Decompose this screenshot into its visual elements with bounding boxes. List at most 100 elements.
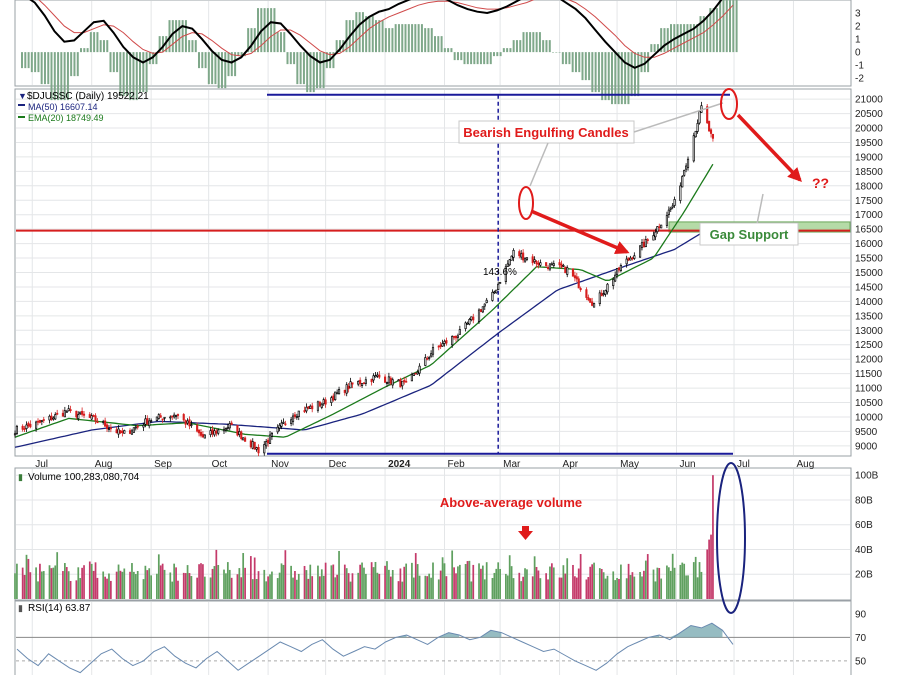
volume-bar: [526, 569, 528, 599]
volume-bar: [575, 577, 578, 599]
annotations: Bearish Engulfing Candles ?? 143.6% Gap …: [440, 88, 829, 614]
macd-hist-bar: [565, 52, 568, 65]
macd-hist-bar: [430, 28, 433, 53]
candle-body: [441, 343, 444, 347]
volume-bar: [226, 562, 229, 599]
volume-bar: [320, 569, 323, 599]
volume-bar: [54, 565, 57, 599]
engulfing-pointer-2: [633, 102, 724, 133]
macd-hist-bar: [388, 28, 391, 53]
volume-bar: [658, 568, 661, 599]
candle-body: [652, 235, 655, 241]
candle-body: [439, 344, 442, 348]
candle-body: [426, 357, 429, 360]
macd-hist-bar: [666, 28, 669, 53]
candle-body: [711, 133, 715, 139]
macd-hist-bar: [365, 16, 368, 53]
macd-hist-bar: [375, 20, 377, 53]
macd-hist-bar: [663, 28, 666, 53]
volume-bar: [533, 556, 536, 599]
macd-hist-bar: [650, 44, 653, 53]
volume-bar: [21, 567, 24, 599]
macd-tick-label: 1: [855, 35, 861, 46]
macd-panel: [14, 0, 852, 87]
volume-bar: [351, 573, 354, 599]
volume-bar: [468, 560, 471, 599]
volume-bar: [579, 554, 582, 599]
volume-bar: [551, 563, 553, 599]
macd-hist-bar: [201, 52, 204, 69]
candle-body: [65, 411, 68, 413]
macd-hist-bar: [496, 52, 499, 57]
volume-bar: [108, 573, 110, 599]
macd-hist-bar: [538, 32, 541, 53]
volume-bar: [370, 562, 373, 599]
candle-body: [324, 399, 327, 405]
candle-body: [458, 329, 461, 335]
volume-bar: [593, 562, 595, 599]
candle-body: [334, 391, 337, 400]
candle-body: [305, 406, 308, 412]
price-tick-label: 19500: [855, 138, 883, 149]
macd-hist-bar: [175, 20, 178, 53]
volume-bar: [257, 571, 260, 599]
candle-body: [656, 226, 659, 233]
candle-body: [322, 399, 325, 405]
candle-body: [671, 205, 674, 208]
macd-hist-bar: [552, 52, 554, 53]
macd-hist-bar: [735, 0, 738, 53]
candle-body: [169, 416, 172, 419]
macd-hist-bar: [188, 40, 191, 53]
volume-bar: [282, 564, 285, 599]
candle-body: [405, 380, 408, 383]
macd-hist-bar: [407, 24, 410, 53]
x-tick-label: Feb: [448, 459, 466, 470]
candle-body: [148, 420, 151, 427]
candle-body: [155, 416, 158, 422]
volume-bar: [547, 579, 549, 599]
volume-bar: [35, 567, 37, 599]
candle-body: [174, 415, 178, 418]
candle-body: [401, 380, 404, 387]
macd-hist-bar: [463, 52, 466, 65]
volume-bar: [629, 575, 632, 599]
volume-bar: [587, 577, 590, 599]
volume-bar: [330, 565, 333, 599]
volume-bar: [271, 571, 273, 599]
macd-hist-bar: [135, 52, 138, 101]
macd-hist-bar: [604, 52, 607, 101]
macd-hist-bar: [729, 0, 731, 53]
candle-body: [640, 242, 644, 248]
candle-body: [614, 274, 617, 282]
volume-bar: [372, 567, 375, 599]
volume-bar: [620, 564, 622, 599]
volume-bar: [215, 549, 218, 599]
candle-body: [96, 421, 99, 424]
candle-body: [600, 292, 603, 297]
candle-body: [378, 374, 381, 378]
volume-bar: [104, 576, 106, 599]
candle-body: [40, 420, 43, 422]
candle-body: [598, 292, 601, 305]
candle-body: [94, 415, 97, 422]
volume-bar: [384, 565, 386, 599]
macd-hist-bar: [43, 52, 46, 85]
macd-hist-bar: [702, 16, 705, 53]
volume-bar: [600, 568, 603, 599]
volume-bar: [574, 576, 576, 599]
macd-hist-bar: [24, 52, 27, 69]
volume-bar: [292, 577, 294, 599]
macd-hist-bar: [86, 48, 89, 53]
volume-legend: ▮ Volume 100,283,080,704: [18, 472, 140, 483]
macd-hist-bar: [234, 52, 237, 77]
candle-body: [606, 283, 609, 293]
macd-hist-bar: [76, 52, 79, 77]
legend-price: $DJUSSC (Daily) 19522.21: [27, 91, 149, 102]
macd-hist-bar: [489, 52, 492, 65]
volume-bar: [412, 577, 415, 599]
macd-hist-bar: [119, 52, 122, 97]
volume-bar: [171, 581, 174, 599]
volume-bar: [416, 564, 419, 599]
candle-body: [464, 322, 467, 330]
candle-body: [255, 447, 258, 450]
